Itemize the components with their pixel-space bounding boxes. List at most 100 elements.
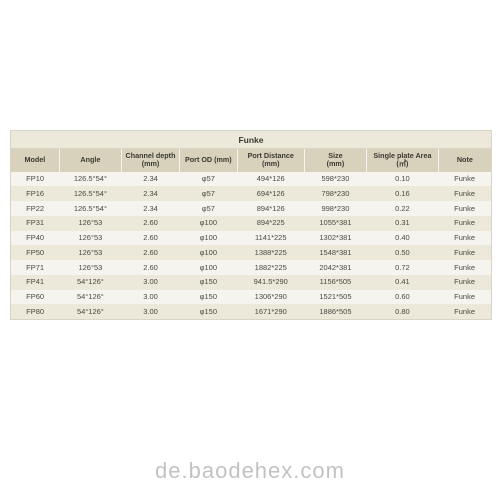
table-cell: 694*126: [237, 186, 304, 201]
table-row: FP6054°126°3.00φ1501306*2901521*5050.60F…: [11, 290, 491, 305]
table-cell: FP16: [11, 186, 59, 201]
table-title: Funke: [11, 131, 491, 149]
table-cell: φ100: [179, 260, 237, 275]
table-cell: 0.40: [367, 231, 439, 246]
table-cell: 0.80: [367, 304, 439, 319]
table-cell: 126.5°54°: [59, 201, 121, 216]
table-cell: Funke: [438, 290, 491, 305]
table-cell: 54°126°: [59, 275, 121, 290]
table-cell: φ57: [179, 186, 237, 201]
table-cell: φ57: [179, 201, 237, 216]
spec-table-container: Funke ModelAngleChannel depth(mm)Port OD…: [10, 130, 492, 320]
table-cell: φ100: [179, 231, 237, 246]
table-row: FP40126°532.60φ1001141*2251302*3810.40Fu…: [11, 231, 491, 246]
table-cell: φ150: [179, 275, 237, 290]
table-cell: 2.60: [122, 260, 180, 275]
table-cell: Funke: [438, 275, 491, 290]
table-row: FP31126°532.60φ100894*2251055*3810.31Fun…: [11, 216, 491, 231]
watermark-text: de.baodehex.com: [0, 458, 500, 484]
table-cell: 494*126: [237, 172, 304, 187]
table-cell: φ100: [179, 245, 237, 260]
table-cell: 894*225: [237, 216, 304, 231]
table-cell: 2.34: [122, 201, 180, 216]
table-cell: 1302*381: [304, 231, 366, 246]
table-cell: 2.60: [122, 245, 180, 260]
table-cell: φ57: [179, 172, 237, 187]
column-header: Size(mm): [304, 149, 366, 172]
table-cell: 1388*225: [237, 245, 304, 260]
table-cell: FP60: [11, 290, 59, 305]
table-cell: FP71: [11, 260, 59, 275]
table-cell: 2.34: [122, 172, 180, 187]
column-header: Channel depth(mm): [122, 149, 180, 172]
table-cell: 1141*225: [237, 231, 304, 246]
table-cell: φ150: [179, 304, 237, 319]
table-cell: Funke: [438, 172, 491, 187]
table-cell: Funke: [438, 231, 491, 246]
table-cell: FP50: [11, 245, 59, 260]
table-cell: 2.60: [122, 231, 180, 246]
table-cell: 126.5°54°: [59, 186, 121, 201]
table-cell: 0.22: [367, 201, 439, 216]
table-cell: FP31: [11, 216, 59, 231]
table-cell: 998*230: [304, 201, 366, 216]
table-cell: Funke: [438, 304, 491, 319]
table-cell: 126°53: [59, 260, 121, 275]
table-cell: 1156*505: [304, 275, 366, 290]
table-cell: 941.5*290: [237, 275, 304, 290]
column-header: Port Distance(mm): [237, 149, 304, 172]
table-cell: 0.41: [367, 275, 439, 290]
table-cell: 126°53: [59, 245, 121, 260]
table-row: FP50126°532.60φ1001388*2251548*3810.50Fu…: [11, 245, 491, 260]
table-cell: 1306*290: [237, 290, 304, 305]
table-cell: 3.00: [122, 304, 180, 319]
table-cell: 1671*290: [237, 304, 304, 319]
table-cell: 2.60: [122, 216, 180, 231]
column-header: Angle: [59, 149, 121, 172]
table-header: ModelAngleChannel depth(mm)Port OD (mm)P…: [11, 149, 491, 172]
table-cell: 1882*225: [237, 260, 304, 275]
table-cell: 0.72: [367, 260, 439, 275]
table-cell: 126.5°54°: [59, 172, 121, 187]
table-cell: FP41: [11, 275, 59, 290]
table-cell: Funke: [438, 186, 491, 201]
table-cell: Funke: [438, 216, 491, 231]
table-cell: 2042*381: [304, 260, 366, 275]
table-body: FP10126.5°54°2.34φ57494*126598*2300.10Fu…: [11, 172, 491, 320]
column-header: Single plate Area(㎡): [367, 149, 439, 172]
table-cell: FP22: [11, 201, 59, 216]
table-cell: 2.34: [122, 186, 180, 201]
table-cell: Funke: [438, 201, 491, 216]
table-cell: FP80: [11, 304, 59, 319]
table-cell: 126°53: [59, 216, 121, 231]
table-cell: 598*230: [304, 172, 366, 187]
table-cell: 1548*381: [304, 245, 366, 260]
table-cell: 1886*505: [304, 304, 366, 319]
table-cell: 0.50: [367, 245, 439, 260]
table-cell: 54°126°: [59, 290, 121, 305]
table-cell: FP40: [11, 231, 59, 246]
table-row: FP16126.5°54°2.34φ57694*126798*2300.16Fu…: [11, 186, 491, 201]
table-cell: FP10: [11, 172, 59, 187]
spec-table: ModelAngleChannel depth(mm)Port OD (mm)P…: [11, 149, 491, 319]
column-header: Port OD (mm): [179, 149, 237, 172]
table-row: FP22126.5°54°2.34φ57894*126998*2300.22Fu…: [11, 201, 491, 216]
column-header: Note: [438, 149, 491, 172]
table-row: FP10126.5°54°2.34φ57494*126598*2300.10Fu…: [11, 172, 491, 187]
table-row: FP71126°532.60φ1001882*2252042*3810.72Fu…: [11, 260, 491, 275]
table-cell: 0.60: [367, 290, 439, 305]
table-cell: Funke: [438, 260, 491, 275]
table-cell: 3.00: [122, 290, 180, 305]
table-cell: 1521*505: [304, 290, 366, 305]
table-cell: φ150: [179, 290, 237, 305]
table-cell: 54°126°: [59, 304, 121, 319]
table-cell: 126°53: [59, 231, 121, 246]
table-row: FP8054°126°3.00φ1501671*2901886*5050.80F…: [11, 304, 491, 319]
table-cell: 0.16: [367, 186, 439, 201]
table-cell: Funke: [438, 245, 491, 260]
table-cell: 0.31: [367, 216, 439, 231]
table-cell: 894*126: [237, 201, 304, 216]
column-header: Model: [11, 149, 59, 172]
table-cell: 1055*381: [304, 216, 366, 231]
table-cell: φ100: [179, 216, 237, 231]
